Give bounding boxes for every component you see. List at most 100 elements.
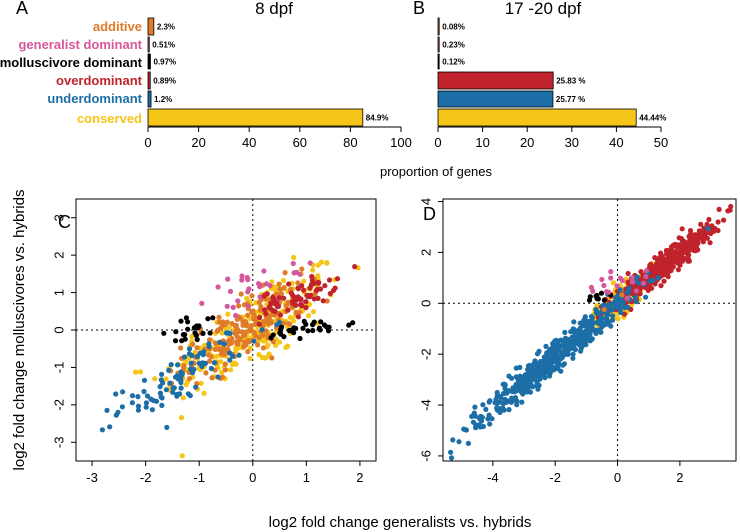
point-underdominant	[178, 385, 184, 391]
point-generalist-dominant	[227, 288, 234, 294]
point-underdominant	[223, 330, 229, 336]
point-overdominant	[665, 263, 672, 269]
point-generalist-dominant	[235, 298, 241, 304]
point-additive	[217, 347, 223, 353]
point-underdominant	[186, 346, 193, 352]
point-underdominant	[465, 440, 471, 446]
point-underdominant	[525, 380, 531, 386]
point-conserved	[233, 348, 239, 354]
point-additive	[324, 298, 330, 304]
point-additive	[207, 358, 213, 364]
y-tick-label: -2	[418, 348, 433, 360]
point-overdominant	[681, 247, 687, 253]
point-conserved	[256, 352, 262, 358]
point-overdominant	[277, 312, 284, 318]
point-additive	[206, 337, 213, 343]
point-overdominant	[677, 243, 683, 249]
bar-underdominant	[437, 90, 554, 108]
point-conserved	[189, 333, 195, 340]
point-underdominant	[626, 285, 632, 291]
point-overdominant	[285, 307, 291, 313]
point-underdominant	[503, 397, 509, 403]
point-overdominant	[649, 285, 655, 291]
point-underdominant	[610, 313, 616, 319]
point-underdominant	[565, 351, 571, 357]
point-molluscivore-dominant	[178, 318, 184, 324]
point-generalist-dominant	[256, 281, 262, 287]
point-overdominant	[301, 287, 307, 293]
point-overdominant	[303, 299, 309, 305]
point-conserved	[219, 369, 225, 375]
point-additive	[241, 302, 247, 308]
point-additive	[282, 270, 288, 276]
point-underdominant	[525, 367, 531, 373]
x-tick-label: 0	[144, 135, 151, 150]
point-underdominant	[522, 374, 528, 380]
point-underdominant	[486, 412, 492, 418]
x-tick-label: -1	[193, 470, 205, 485]
point-additive	[256, 299, 262, 305]
point-overdominant	[656, 259, 663, 265]
point-overdominant	[679, 226, 685, 232]
point-underdominant	[565, 347, 572, 353]
point-generalist-dominant	[588, 284, 595, 290]
point-overdominant	[272, 308, 278, 315]
point-molluscivore-dominant	[598, 290, 605, 296]
point-molluscivore-dominant	[300, 325, 306, 331]
point-underdominant	[607, 302, 613, 308]
point-additive	[222, 367, 229, 373]
point-overdominant	[681, 241, 687, 248]
point-underdominant	[489, 416, 495, 422]
point-molluscivore-dominant	[316, 325, 322, 331]
point-underdominant	[497, 409, 503, 415]
point-overdominant	[663, 270, 669, 276]
point-additive	[249, 293, 255, 299]
point-underdominant	[120, 389, 126, 395]
point-additive	[296, 309, 303, 315]
panel-a-title: 8 dpf	[255, 0, 293, 18]
point-generalist-dominant	[245, 303, 251, 309]
point-underdominant	[583, 342, 589, 348]
point-generalist-dominant	[230, 304, 236, 310]
point-overdominant	[660, 254, 666, 260]
point-conserved	[179, 453, 185, 459]
point-overdominant	[326, 277, 333, 283]
point-additive	[270, 339, 276, 345]
value-label-molluscivore-dominant: 0.12%	[442, 58, 465, 67]
point-underdominant	[598, 320, 605, 326]
point-additive	[216, 314, 222, 320]
point-additive	[229, 321, 235, 327]
point-underdominant	[552, 354, 558, 360]
point-overdominant	[649, 271, 656, 277]
point-conserved	[285, 343, 291, 349]
point-underdominant	[578, 345, 584, 351]
point-overdominant	[320, 298, 326, 304]
point-conserved	[180, 395, 186, 401]
x-tick-label: 20	[520, 135, 534, 150]
point-underdominant	[166, 367, 172, 373]
point-overdominant	[332, 285, 338, 291]
point-underdominant	[129, 393, 136, 399]
point-overdominant	[271, 296, 277, 302]
x-tick-label: 30	[565, 135, 579, 150]
point-overdominant	[706, 216, 712, 223]
bar-overdominant	[437, 71, 554, 90]
point-generalist-dominant	[239, 273, 245, 279]
point-underdominant	[157, 384, 163, 390]
point-additive	[601, 306, 607, 313]
y-tick-label: 0	[51, 326, 66, 333]
point-generalist-dominant	[215, 284, 221, 290]
point-underdominant	[163, 387, 169, 393]
point-additive	[278, 291, 284, 297]
x-tick-label: -3	[86, 470, 98, 485]
point-conserved	[231, 360, 237, 366]
value-label-underdominant: 1.2%	[154, 95, 172, 104]
point-underdominant	[544, 351, 550, 357]
point-generalist-dominant	[245, 289, 251, 295]
bar-generalist-dominant	[437, 36, 440, 53]
point-underdominant	[175, 362, 181, 368]
point-additive	[203, 370, 209, 376]
point-underdominant	[550, 341, 556, 347]
point-additive	[281, 320, 287, 326]
bar-underdominant	[147, 90, 152, 108]
